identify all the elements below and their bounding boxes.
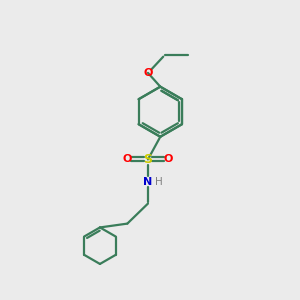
Text: N: N	[143, 176, 153, 187]
Text: H: H	[155, 176, 163, 187]
Text: O: O	[143, 68, 153, 78]
Text: O: O	[123, 154, 132, 164]
Text: S: S	[143, 153, 152, 166]
Text: O: O	[164, 154, 173, 164]
